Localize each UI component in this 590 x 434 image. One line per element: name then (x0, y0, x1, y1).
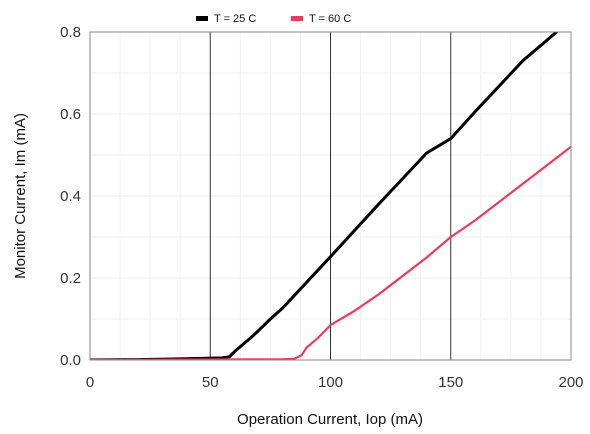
series-line (90, 32, 559, 360)
x-tick-label: 200 (558, 374, 583, 391)
y-tick-label: 0.2 (60, 270, 81, 287)
plot-border (89, 31, 572, 361)
y-tick-label: 0.6 (60, 106, 81, 123)
legend-label: T = 25 C (214, 13, 256, 25)
legend-swatch (196, 16, 208, 21)
series-layer (90, 32, 571, 360)
legend-swatch (291, 16, 303, 21)
x-tick-label: 0 (86, 374, 94, 391)
axis-layer: 0 50 100 150 200 0.0 0.2 0.4 0.6 0.8 (60, 24, 583, 391)
y-tick-label: 0.8 (60, 24, 81, 41)
x-axis-title: Operation Current, Iop (mA) (237, 411, 423, 428)
legend: T = 25 C T = 60 C (196, 13, 351, 25)
series-line (90, 145, 571, 360)
x-tick-label: 50 (202, 374, 219, 391)
legend-label: T = 60 C (309, 13, 351, 25)
y-axis-title: Monitor Current, Im (mA) (12, 113, 29, 279)
y-tick-label: 0.0 (60, 352, 81, 369)
y-tick-label: 0.4 (60, 188, 81, 205)
x-tick-label: 100 (318, 374, 343, 391)
x-tick-label: 150 (438, 374, 463, 391)
